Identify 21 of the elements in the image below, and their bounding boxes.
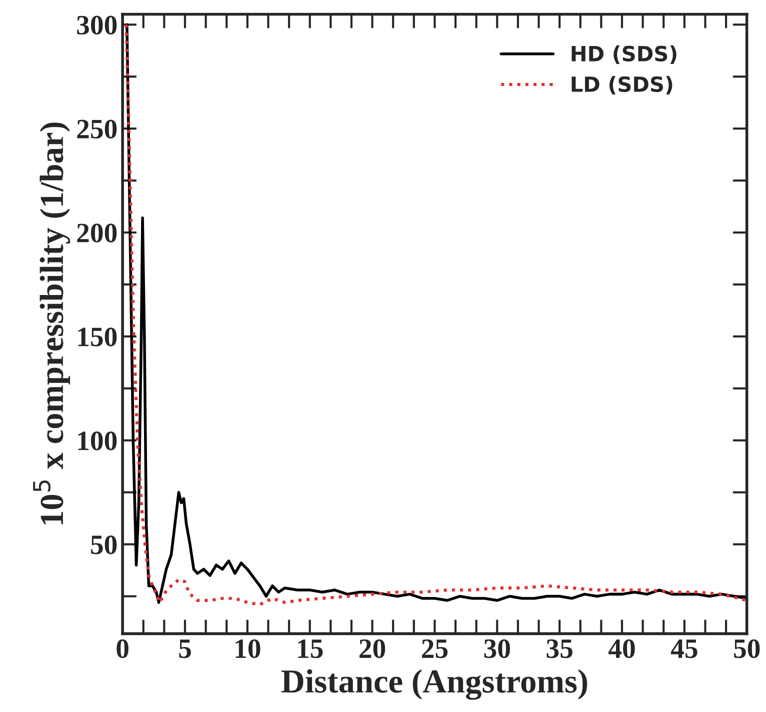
- legend-label: HD (SDS): [572, 45, 676, 64]
- x-tick-label: 5: [179, 640, 191, 658]
- y-axis-title: 10$^{5}$ x compressibility (1/bar): [33, 122, 70, 524]
- x-tick-label: 10: [236, 639, 260, 658]
- x-tick-label: 20: [360, 639, 386, 658]
- x-tick-label: 30: [484, 639, 510, 658]
- x-tick-label: 45: [670, 640, 698, 658]
- x-tick-label: 15: [298, 639, 323, 658]
- y-tick-label: 100: [78, 432, 117, 450]
- y-tick-label: 200: [77, 224, 117, 242]
- y-tick-label: 250: [77, 120, 117, 138]
- legend-label: LD (SDS): [572, 76, 672, 95]
- y-tick-label: 50: [91, 535, 117, 554]
- x-tick-label: 35: [546, 639, 572, 658]
- x-tick-label: 40: [608, 639, 635, 658]
- x-tick-label: 25: [422, 639, 448, 658]
- y-tick-label: 150: [78, 328, 117, 346]
- y-tick-label: 300: [77, 16, 117, 35]
- x-tick-label: 50: [734, 639, 760, 658]
- x-axis-title: Distance (Angstroms): [281, 669, 588, 700]
- x-tick-label: 0: [116, 639, 128, 658]
